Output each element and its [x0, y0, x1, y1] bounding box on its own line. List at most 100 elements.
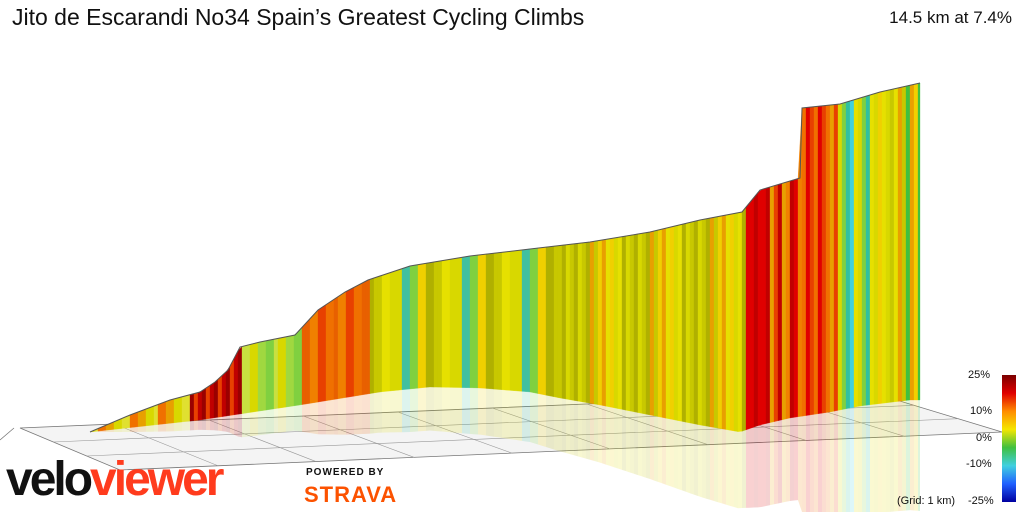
profile-slice	[541, 246, 547, 396]
profile-slice	[237, 346, 243, 415]
grid-line	[492, 407, 611, 450]
reflection-slice	[614, 407, 618, 469]
reflection-slice	[910, 400, 914, 511]
profile-slice	[501, 251, 507, 391]
reflection-slice	[122, 428, 126, 433]
veloviewer-logo[interactable]: veloviewer	[6, 452, 224, 508]
profile-slice	[601, 239, 607, 407]
reflection-slice	[534, 392, 538, 445]
profile-slice	[681, 223, 687, 423]
grid-edge-mark	[0, 427, 15, 441]
profile-slice	[221, 371, 227, 417]
reflection-slice	[594, 403, 598, 463]
reflection-slice	[542, 394, 546, 448]
profile-slice	[353, 284, 359, 397]
profile-slice	[253, 342, 259, 413]
profile-slice	[901, 85, 907, 402]
profile-slice	[165, 399, 171, 424]
profile-slice	[417, 263, 423, 389]
grid-line	[586, 403, 709, 445]
reflection-slice	[902, 400, 906, 511]
profile-slice	[389, 271, 395, 392]
reflection-slice	[474, 387, 478, 435]
reflection-slice	[746, 428, 750, 508]
reflection-slice	[786, 418, 790, 502]
reflection-slice	[118, 428, 122, 433]
profile-slice	[857, 97, 863, 407]
reflection-slice	[866, 404, 870, 512]
reflection-slice	[738, 431, 742, 509]
profile-slice	[757, 189, 763, 426]
reflection-slice	[218, 416, 222, 432]
profile-slice	[753, 192, 759, 428]
reflection-slice	[918, 400, 920, 511]
reflection-slice	[826, 412, 830, 512]
reflection-slice	[642, 413, 646, 478]
grid-line	[303, 415, 415, 458]
reflection-slice	[170, 422, 174, 432]
profile-slice	[157, 402, 163, 425]
profile-slice	[381, 273, 387, 392]
profile-slice	[477, 254, 483, 389]
reflection-slice	[486, 388, 490, 437]
profile-slice	[385, 272, 391, 392]
reflection-slice	[582, 401, 586, 459]
profile-slice	[881, 90, 887, 404]
grid-line	[86, 418, 959, 457]
reflection-slice	[326, 400, 330, 435]
profile-slice	[525, 248, 531, 393]
reflection-slice	[294, 405, 298, 432]
reflection-slice	[858, 405, 862, 512]
legend-label-0: 0%	[976, 432, 992, 444]
reflection-slice	[230, 414, 234, 435]
profile-slice	[397, 268, 403, 391]
reflection-slice	[374, 392, 378, 434]
reflection-slice	[286, 406, 290, 432]
profile-slice	[313, 309, 319, 403]
reflection-slice	[698, 424, 702, 498]
reflection-slice	[506, 390, 510, 440]
profile-slice	[449, 258, 455, 388]
legend-label-minus10: -10%	[966, 458, 992, 470]
profile-slice	[185, 394, 191, 422]
reflection-slice	[238, 413, 242, 438]
reflection-slice	[562, 398, 566, 454]
reflection-slice	[382, 391, 386, 433]
profile-slice	[553, 245, 559, 398]
profile-slice	[197, 390, 203, 421]
reflection-slice	[514, 390, 518, 441]
reflection-slice	[758, 424, 762, 508]
profile-slice	[281, 336, 287, 408]
reflection-slice	[702, 425, 706, 499]
reflection-slice	[190, 420, 194, 431]
profile-slice	[257, 341, 263, 412]
profile-slice	[721, 214, 727, 430]
reflection-slice	[398, 389, 402, 433]
reflection-slice	[394, 390, 398, 433]
reflection-slice	[298, 404, 302, 432]
profile-slice	[793, 178, 799, 418]
profile-slice	[673, 225, 679, 421]
reflection-slice	[246, 412, 250, 437]
reflection-slice	[106, 429, 110, 433]
profile-slice	[357, 282, 363, 396]
legend-label-10: 10%	[970, 405, 993, 417]
profile-slice	[457, 257, 463, 388]
profile-slice	[861, 95, 867, 406]
grid-line	[114, 423, 219, 467]
reflection-slice	[390, 390, 394, 433]
reflection-slice	[154, 424, 158, 432]
profile-slice	[545, 246, 551, 397]
reflection-slice	[554, 396, 558, 451]
reflection-slice	[518, 391, 522, 441]
reflection-slice	[198, 419, 202, 430]
profile-slice	[697, 219, 703, 426]
reflection-slice	[442, 387, 446, 432]
reflection-slice	[150, 425, 154, 432]
strava-logo[interactable]: STRAVA	[304, 482, 398, 507]
profile-slice	[649, 230, 655, 416]
grid-line	[397, 411, 513, 454]
reflection-slice	[894, 401, 898, 512]
reflection-slice	[430, 387, 434, 431]
profile-slice	[273, 338, 279, 410]
